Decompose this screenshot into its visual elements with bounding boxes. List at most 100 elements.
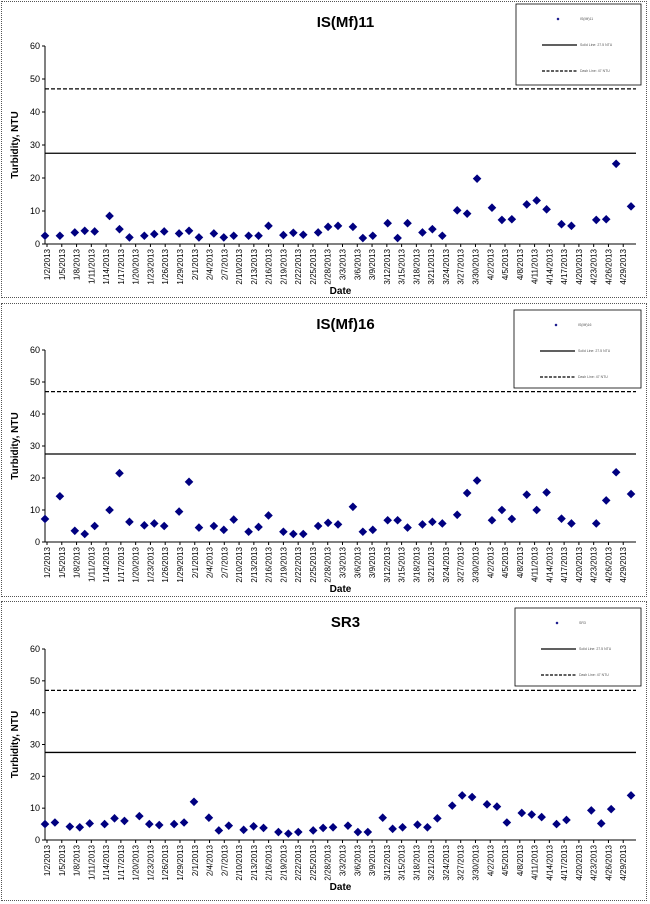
- x-tick-label: 2/13/2013: [250, 844, 259, 880]
- x-tick-label: 3/21/2013: [427, 546, 436, 582]
- data-point: [70, 228, 80, 237]
- data-point: [333, 520, 343, 529]
- x-tick-label: 1/14/2013: [102, 844, 111, 880]
- x-tick-label: 1/8/2013: [73, 546, 82, 578]
- data-point: [428, 517, 437, 527]
- x-tick-label: 2/25/2013: [309, 844, 318, 880]
- data-point: [378, 813, 388, 823]
- data-point: [532, 196, 541, 205]
- data-point: [611, 159, 621, 169]
- x-tick-label: 3/3/2013: [339, 248, 348, 280]
- chart-svg-1: IS(Mf)11 Turbidity, NTU Date 0 10 20 30 40 50 60 1…: [10, 3, 642, 297]
- x-tick-label: 4/23/2013: [590, 546, 599, 582]
- data-point: [298, 529, 308, 539]
- legend-entry: Solid Line: 27.5 NTU: [580, 43, 613, 47]
- data-point: [388, 824, 397, 834]
- data-point: [537, 812, 546, 822]
- data-point: [279, 230, 288, 240]
- legend-entry: SR3: [579, 621, 586, 625]
- data-point: [502, 818, 512, 827]
- legend-marker-symbol: [556, 17, 560, 21]
- data-point: [184, 477, 194, 487]
- data-point: [318, 823, 328, 833]
- data-point: [438, 519, 447, 528]
- data-point: [115, 224, 124, 234]
- x-tick-label: 4/8/2013: [516, 546, 525, 578]
- data-point: [328, 822, 338, 832]
- data-point: [209, 229, 219, 238]
- data-point: [517, 808, 527, 818]
- data-point: [353, 827, 363, 837]
- data-point: [487, 515, 497, 525]
- data-point: [522, 490, 532, 499]
- data-point: [447, 801, 457, 810]
- x-tick-label: 4/11/2013: [531, 546, 540, 582]
- data-point: [40, 819, 50, 829]
- data-point: [596, 819, 606, 828]
- data-point: [105, 505, 114, 515]
- x-tick-label: 2/22/2013: [294, 248, 303, 284]
- data-point: [368, 231, 378, 241]
- data-point: [159, 227, 169, 236]
- y-tick-label: 40: [30, 708, 40, 718]
- x-tick-label: 4/11/2013: [531, 248, 540, 284]
- y-tick-label: 20: [30, 771, 40, 781]
- x-tick-label: 2/16/2013: [265, 844, 274, 880]
- data-point: [418, 228, 427, 237]
- legend-entry: Solid Line: 27.5 NTU: [579, 647, 612, 651]
- y-tick-label: 20: [30, 473, 40, 483]
- data-point: [149, 229, 159, 239]
- data-point: [393, 515, 402, 525]
- x-tick-label: 1/29/2013: [176, 844, 185, 880]
- x-tick-label: 3/12/2013: [383, 248, 392, 284]
- data-point: [462, 209, 472, 218]
- y-axis-label: Turbidity, NTU: [10, 412, 21, 479]
- x-tick-label: 3/24/2013: [442, 546, 451, 582]
- x-tick-label: 4/11/2013: [531, 844, 540, 880]
- x-tick-label: 2/4/2013: [206, 248, 215, 280]
- data-point: [542, 488, 551, 497]
- x-tick-label: 1/2/2013: [43, 248, 52, 280]
- data-point: [125, 233, 134, 242]
- x-tick-label: 3/27/2013: [457, 248, 466, 284]
- data-point: [194, 523, 204, 532]
- data-point: [428, 224, 437, 234]
- x-tick-label: 3/18/2013: [412, 248, 421, 284]
- x-tick-label: 2/1/2013: [191, 844, 200, 876]
- x-tick-label: 3/6/2013: [353, 546, 362, 578]
- data-point: [264, 221, 273, 231]
- x-tick-label: 3/15/2013: [398, 248, 407, 284]
- y-tick-label: 10: [30, 803, 40, 813]
- x-tick-label: 3/3/2013: [339, 844, 348, 876]
- x-axis-label: Date: [330, 584, 352, 595]
- data-point: [65, 822, 75, 831]
- data-point: [204, 813, 214, 823]
- data-point: [562, 815, 571, 825]
- x-tick-label: 2/7/2013: [220, 546, 229, 578]
- x-tick-label: 3/18/2013: [412, 844, 421, 880]
- x-tick-label: 3/6/2013: [353, 248, 362, 280]
- x-tick-label: 4/26/2013: [604, 844, 613, 880]
- data-point: [40, 231, 50, 241]
- chart-svg-2: IS(Mf)16 Turbidity, NTU Date 0 10 20 30 40 50 60 1…: [10, 309, 642, 595]
- x-tick-label: 2/19/2013: [279, 248, 288, 284]
- legend-box: [513, 309, 642, 389]
- data-point: [611, 467, 621, 477]
- y-tick-label: 10: [30, 206, 40, 216]
- x-tick-label: 1/17/2013: [117, 546, 126, 582]
- data-point: [552, 819, 561, 829]
- legend-entry: IS(Mf)16: [578, 323, 591, 327]
- x-tick-label: 3/30/2013: [471, 546, 480, 582]
- x-tick-label: 2/10/2013: [235, 546, 244, 582]
- y-tick-label: 0: [35, 239, 40, 249]
- x-tick-label: 2/7/2013: [220, 248, 229, 280]
- x-tick-label: 2/19/2013: [279, 546, 288, 582]
- data-point: [591, 215, 601, 225]
- data-point: [55, 491, 65, 501]
- x-tick-label: 4/20/2013: [575, 546, 584, 582]
- x-tick-label: 1/2/2013: [43, 844, 52, 876]
- data-point: [452, 510, 462, 520]
- y-tick-label: 50: [30, 377, 40, 387]
- x-tick-label: 2/25/2013: [309, 546, 318, 582]
- legend-marker-symbol: [555, 621, 559, 625]
